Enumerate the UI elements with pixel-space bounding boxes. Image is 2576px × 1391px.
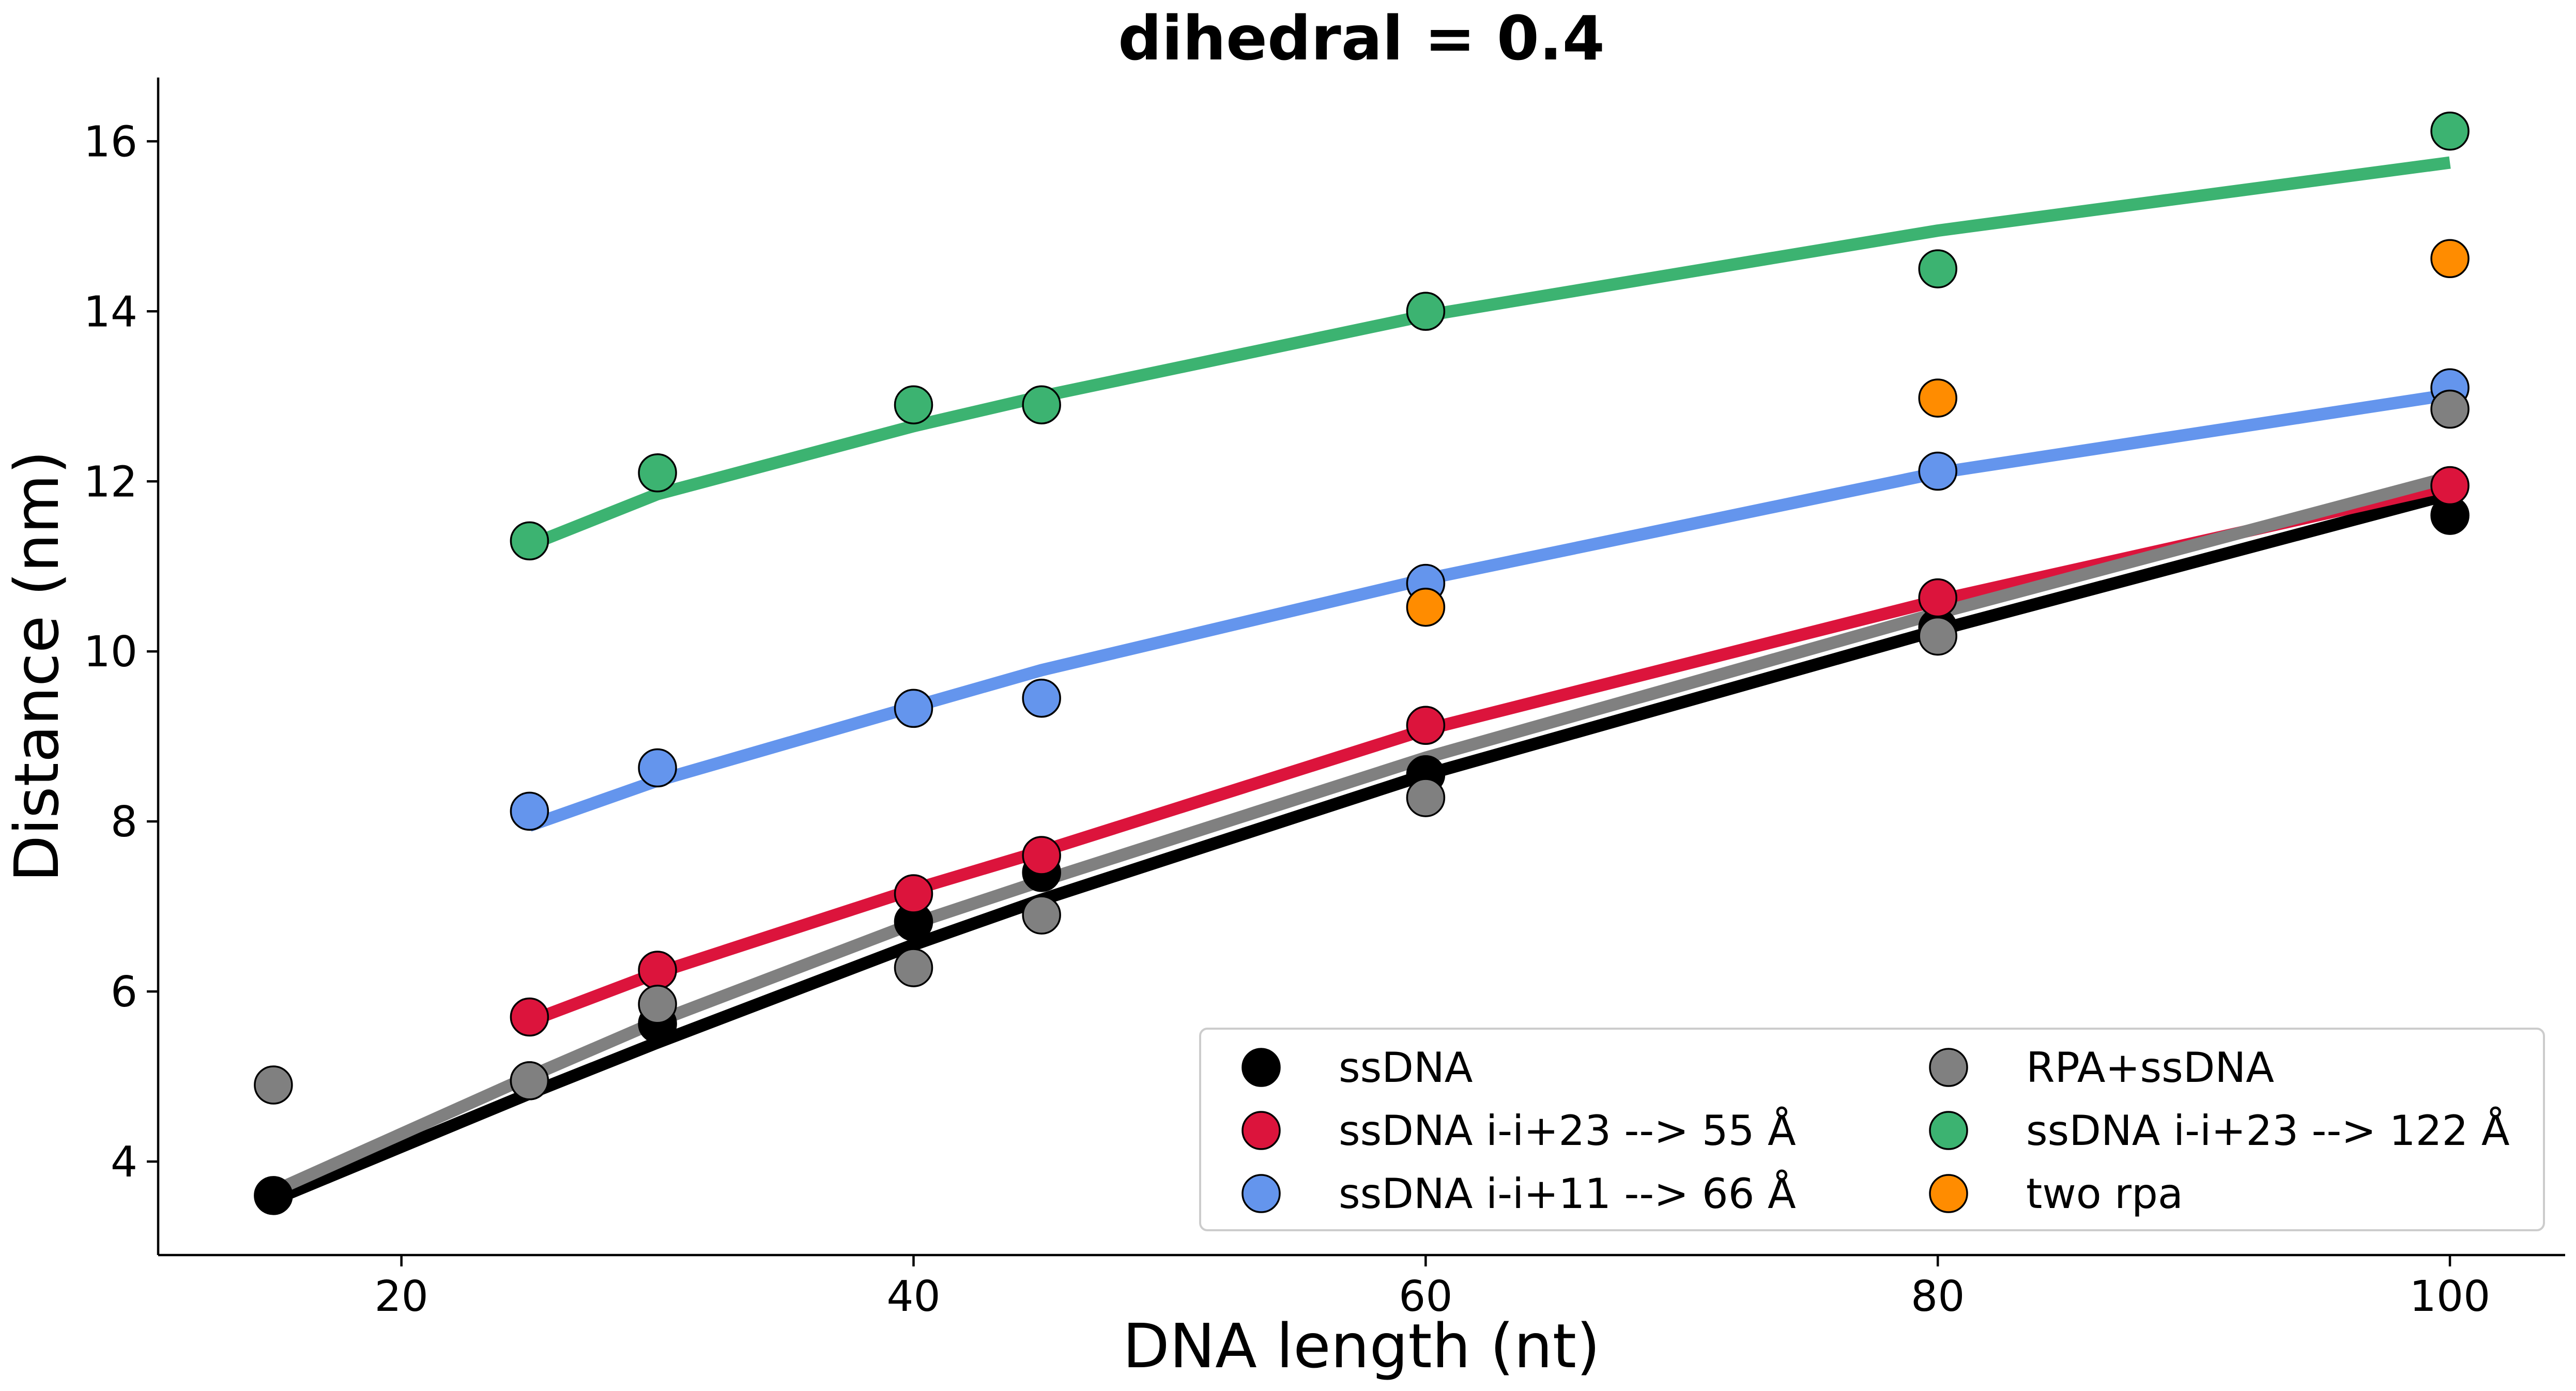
- x-tick-label: 20: [374, 1272, 428, 1321]
- data-point-series-5: [1022, 385, 1061, 424]
- data-point-series-6: [2430, 239, 2470, 279]
- data-point-series-4: [510, 1061, 549, 1100]
- legend: ssDNA ssDNA i-i+23 --> 55 Å ssDNA i-i+11 -…: [1199, 1028, 2545, 1231]
- data-point-series-2: [510, 997, 549, 1037]
- data-point-series-4: [254, 1065, 293, 1105]
- x-tick-label: 80: [1911, 1272, 1965, 1321]
- fit-line-series-4: [270, 471, 2452, 1197]
- data-point-series-6: [1918, 378, 1957, 418]
- legend-marker: [1929, 1174, 1968, 1213]
- data-point-series-5: [2430, 111, 2470, 151]
- plot-area: [254, 111, 2470, 1215]
- x-tick-label: 40: [886, 1272, 940, 1321]
- data-point-series-1: [254, 1176, 293, 1215]
- data-point-series-2: [894, 874, 933, 913]
- data-point-series-3: [510, 791, 549, 831]
- data-point-series-4: [1022, 895, 1061, 935]
- y-tick-label: 16: [84, 117, 137, 166]
- data-point-series-2: [638, 951, 677, 990]
- x-tick-label: 100: [2410, 1272, 2491, 1321]
- data-point-series-5: [1918, 249, 1957, 288]
- data-point-series-5: [638, 453, 677, 493]
- legend-label: RPA+ssDNA: [2026, 1044, 2274, 1092]
- data-point-series-3: [894, 689, 933, 728]
- data-point-series-2: [1022, 836, 1061, 875]
- legend-label: ssDNA i-i+23 --> 55 Å: [1339, 1106, 1796, 1155]
- legend-label: ssDNA i-i+23 --> 122 Å: [2026, 1106, 2510, 1155]
- y-axis-ticks: 4 6 8 10 12 14 16: [84, 117, 158, 1187]
- x-tick-label: 60: [1399, 1272, 1452, 1321]
- y-tick-label: 10: [84, 628, 137, 677]
- legend-label: ssDNA i-i+11 --> 66 Å: [1339, 1169, 1796, 1218]
- y-tick-label: 6: [111, 968, 137, 1017]
- data-point-series-3: [638, 748, 677, 788]
- chart-title: dihedral = 0.4: [1118, 3, 1605, 74]
- data-point-series-2: [2430, 466, 2470, 506]
- legend-marker: [1241, 1048, 1281, 1087]
- y-axis-label: Distance (nm): [1, 450, 72, 882]
- fit-line-series-1: [271, 488, 2452, 1206]
- data-point-series-2: [1406, 706, 1446, 745]
- x-axis-label: DNA length (nt): [1123, 1310, 1600, 1382]
- y-tick-label: 14: [84, 287, 137, 337]
- y-tick-label: 4: [111, 1138, 137, 1187]
- data-point-series-4: [1918, 616, 1957, 656]
- data-point-series-4: [638, 985, 677, 1024]
- data-point-series-3: [1918, 451, 1957, 491]
- data-point-series-4: [894, 948, 933, 987]
- data-point-series-4: [1406, 778, 1446, 817]
- legend-label: ssDNA: [1339, 1044, 1473, 1092]
- y-tick-label: 8: [111, 798, 137, 847]
- legend-label: two rpa: [2026, 1170, 2183, 1218]
- data-point-series-3: [1022, 678, 1061, 718]
- y-tick-label: 12: [84, 457, 137, 507]
- data-point-series-4: [2430, 389, 2470, 429]
- data-points: [254, 111, 2470, 1215]
- legend-frame: [1199, 1028, 2545, 1231]
- legend-marker: [1929, 1048, 1968, 1087]
- data-point-series-2: [1918, 578, 1957, 618]
- data-point-series-5: [894, 385, 933, 424]
- data-point-series-6: [1406, 587, 1446, 627]
- legend-marker: [1929, 1111, 1968, 1150]
- x-axis-ticks: 20 40 60 80 100: [374, 1255, 2490, 1321]
- legend-items: ssDNA ssDNA i-i+23 --> 55 Å ssDNA i-i+11 -…: [1241, 1044, 2510, 1218]
- legend-marker: [1241, 1174, 1281, 1213]
- data-point-series-5: [1406, 292, 1446, 331]
- data-point-series-5: [510, 521, 549, 561]
- legend-marker: [1241, 1111, 1281, 1150]
